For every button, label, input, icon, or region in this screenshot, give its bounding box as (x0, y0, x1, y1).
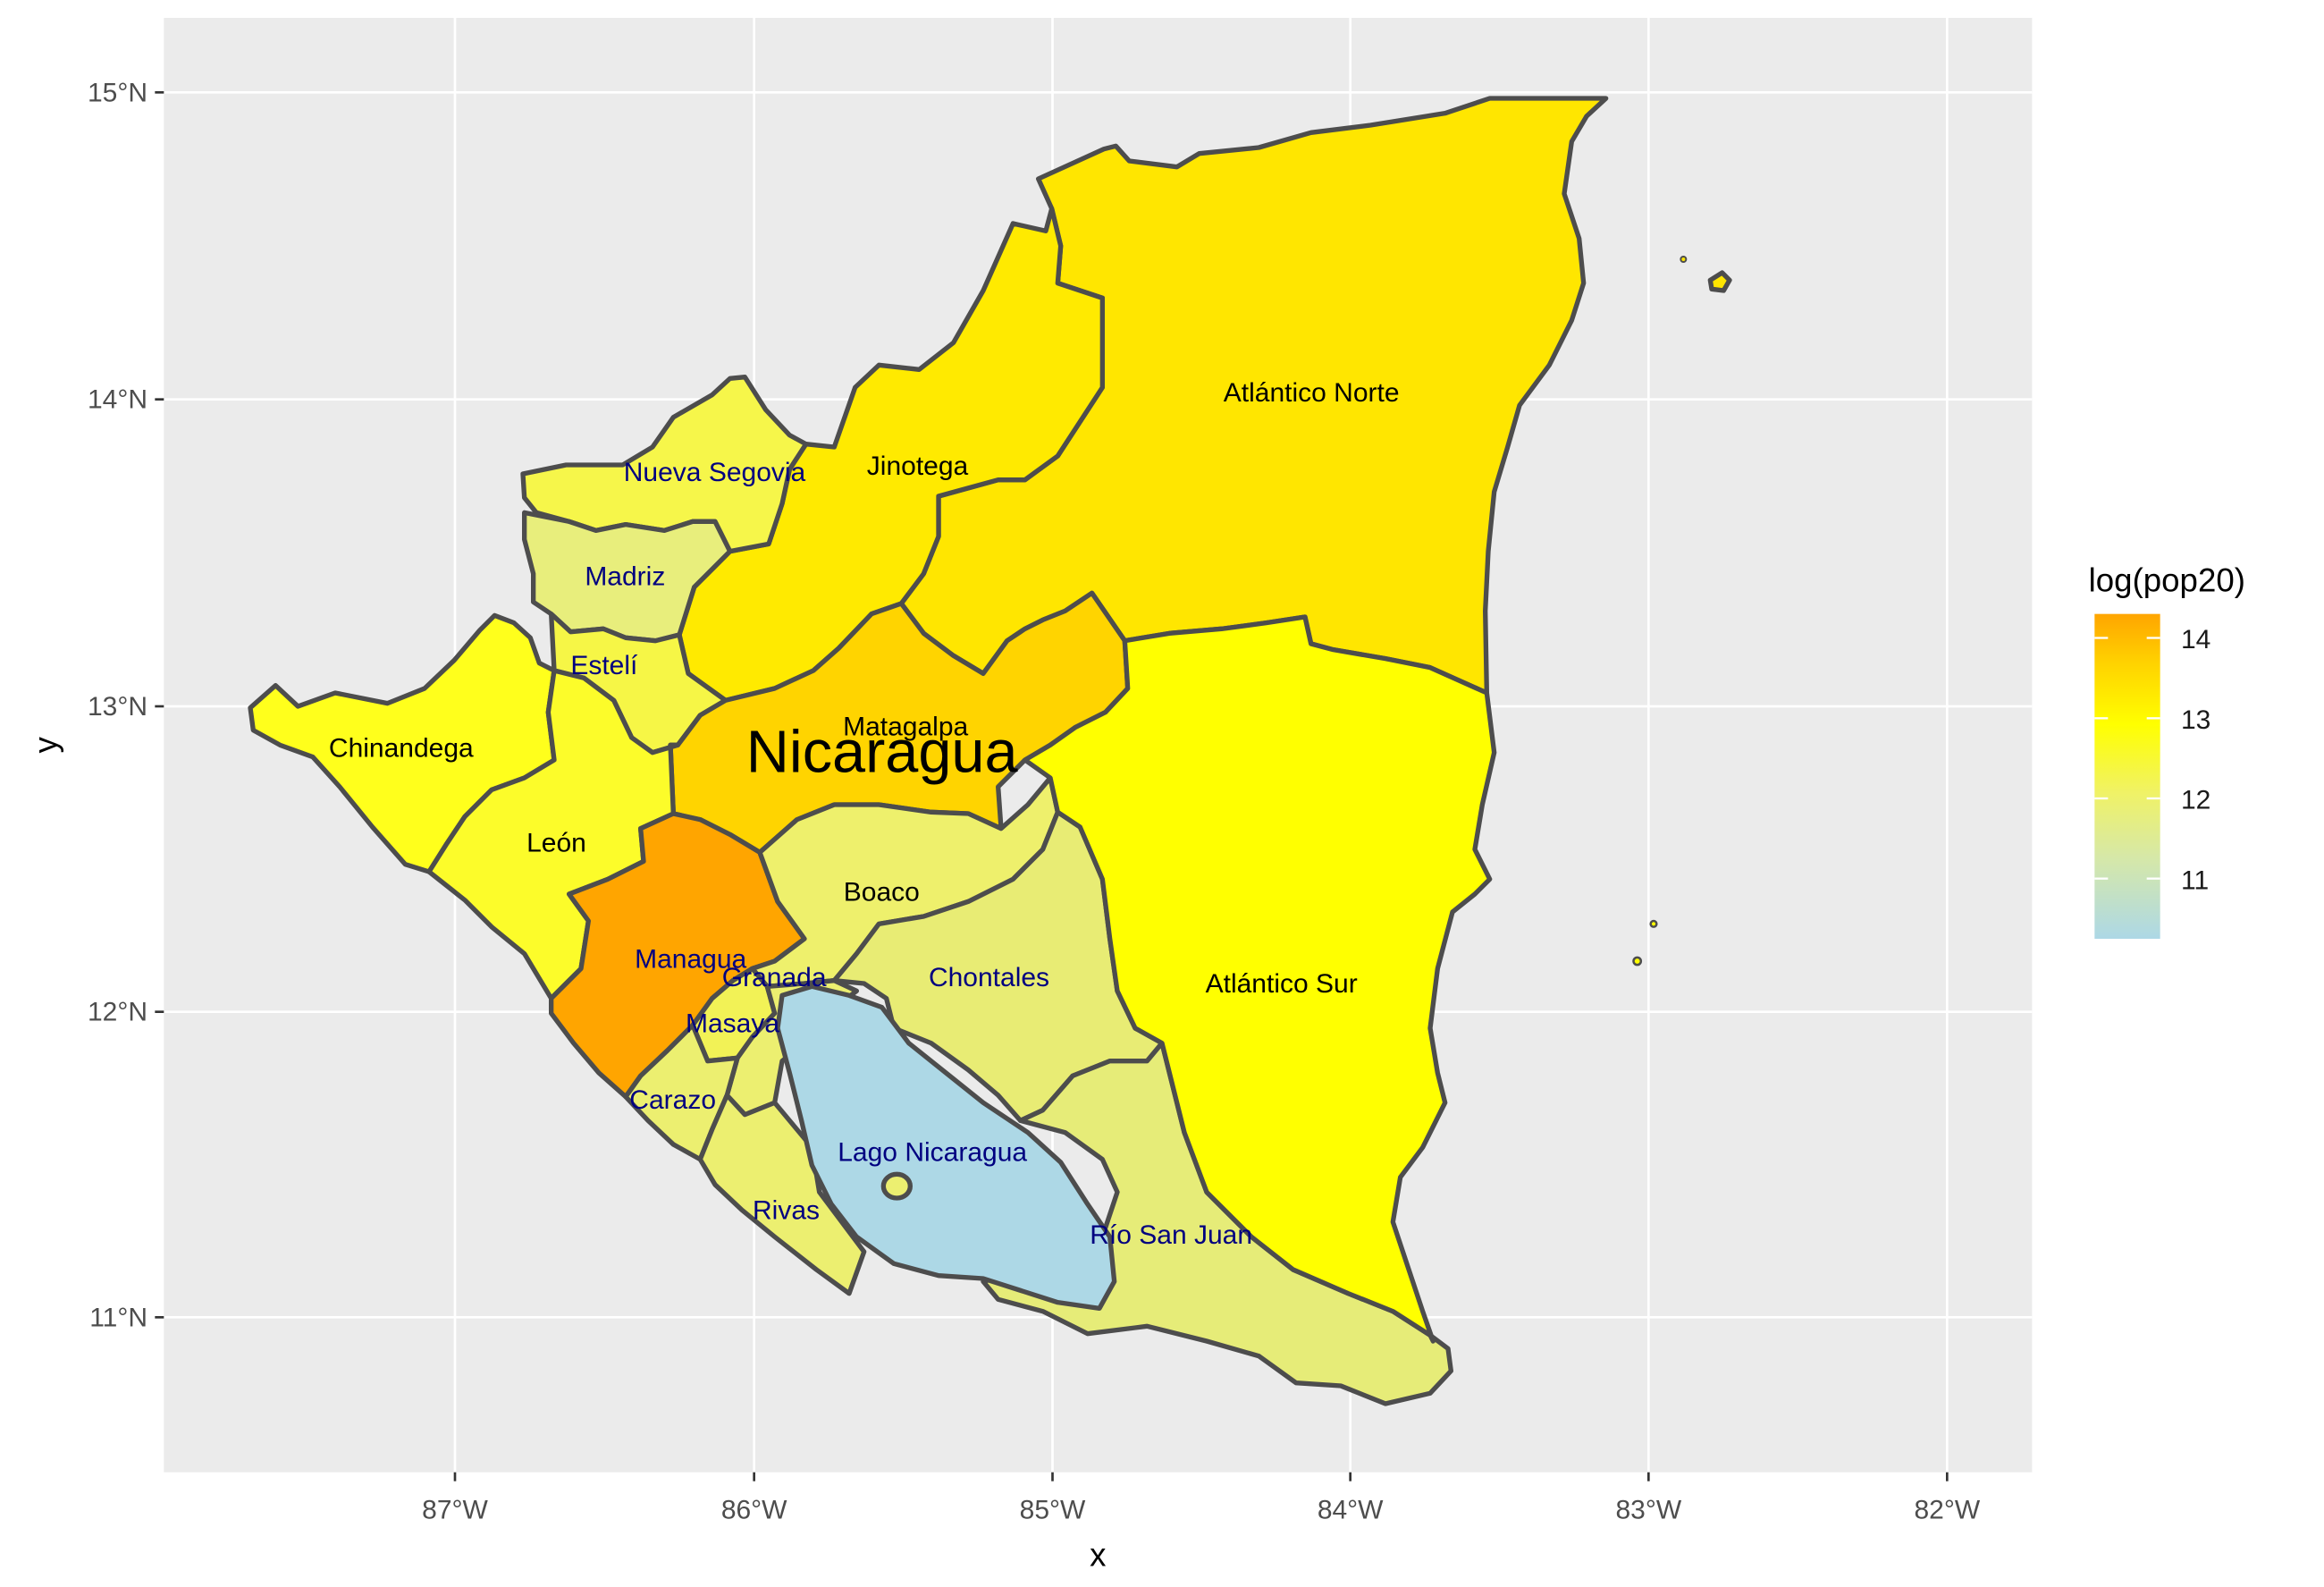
legend-tick-label: 14 (2181, 625, 2210, 654)
x-tick-labels: 87°W 86°W 85°W 84°W 83°W 82°W (422, 1495, 1981, 1524)
region-label-madriz: Madriz (585, 562, 665, 592)
x-tick-label-83: 83°W (1615, 1495, 1681, 1524)
country-label: Nicaragua (746, 719, 1019, 785)
y-tick-label-13: 13°N (88, 692, 147, 722)
region-label-carazo: Carazo (629, 1085, 716, 1115)
region-label-chontales: Chontales (929, 963, 1049, 992)
region-atlantico-sur (1023, 614, 1497, 1344)
region-islet-3 (1680, 255, 1688, 263)
x-tick-label-82: 82°W (1914, 1495, 1980, 1524)
legend-title: log(pop20) (2089, 562, 2245, 599)
region-label-atlantico-sur: Atlántico Sur (1206, 969, 1358, 999)
region-label-atlantico-norte: Atlántico Norte (1224, 378, 1400, 408)
region-labels: Atlántico Norte Atlántico Sur Jinotega Mata… (329, 378, 1400, 1250)
legend-tick-label: 11 (2181, 865, 2209, 895)
x-axis-title: x (1090, 1537, 1106, 1574)
y-tick-label-14: 14°N (88, 385, 147, 415)
region-islet-1 (1632, 956, 1643, 967)
region-label-jinotega: Jinotega (867, 452, 969, 481)
region-label-matagalpa: Matagalpa (843, 712, 968, 741)
x-tick-label-85: 85°W (1020, 1495, 1086, 1524)
region-label-chinandega: Chinandega (329, 733, 474, 763)
y-tick-label-15: 15°N (88, 78, 147, 107)
x-tick-label-87: 87°W (422, 1495, 488, 1524)
y-axis (155, 91, 164, 1319)
region-label-esteli: Estelí (570, 651, 638, 680)
region-label-rio-san-juan: Río San Juan (1090, 1220, 1252, 1250)
y-axis-title: y (27, 736, 63, 753)
region-rivas (697, 1093, 867, 1296)
region-carazo (623, 1023, 740, 1162)
region-label-lago-nicaragua: Lago Nicaragua (838, 1137, 1027, 1167)
legend-tick-label: 13 (2181, 705, 2210, 735)
region-label-managua: Managua (635, 945, 746, 975)
region-label-leon: León (526, 829, 586, 858)
region-label-nueva-segovia: Nueva Segovia (624, 458, 806, 487)
legend: log(pop20) 14 13 12 11 (2089, 562, 2245, 939)
region-lago-nicaragua (775, 983, 1117, 1312)
region-corn-islands (1707, 270, 1732, 293)
region-label-granada: Granada (722, 963, 827, 992)
region-islet-2 (1649, 919, 1658, 928)
region-label-rivas: Rivas (753, 1195, 820, 1225)
region-label-masaya: Masaya (686, 1009, 779, 1039)
legend-colorbar (2094, 613, 2160, 939)
legend-tick-label: 12 (2181, 786, 2210, 815)
region-ometepe-island (880, 1171, 913, 1201)
y-tick-label-12: 12°N (88, 998, 147, 1027)
y-tick-label-11: 11°N (89, 1303, 147, 1332)
legend-ticks: 14 13 12 11 (2094, 625, 2210, 895)
x-tick-label-84: 84°W (1318, 1495, 1384, 1524)
x-axis (453, 1472, 1949, 1481)
region-label-boaco: Boaco (844, 877, 920, 907)
regions (248, 96, 1732, 1406)
y-tick-labels: 15°N 14°N 13°N 12°N 11°N (88, 78, 147, 1332)
x-tick-label-86: 86°W (721, 1495, 787, 1524)
